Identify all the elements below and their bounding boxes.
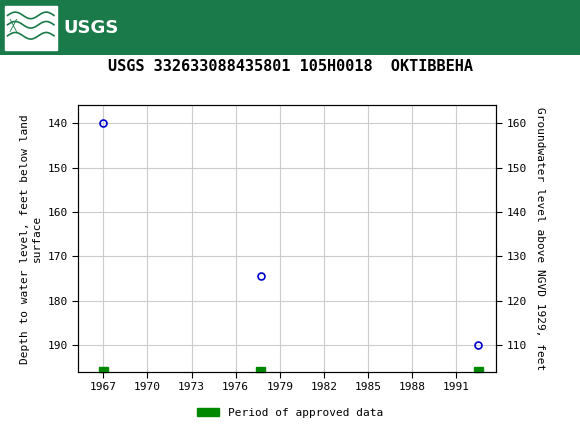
Text: USGS 332633088435801 105H0018  OKTIBBEHA: USGS 332633088435801 105H0018 OKTIBBEHA [107,59,473,74]
Bar [474,367,483,372]
Bar [5,6,57,49]
Text: ╳: ╳ [9,18,16,31]
Legend: Period of approved data: Period of approved data [193,403,387,422]
Y-axis label: Depth to water level, feet below land
surface: Depth to water level, feet below land su… [20,114,42,363]
Bar [256,367,265,372]
Y-axis label: Groundwater level above NGVD 1929, feet: Groundwater level above NGVD 1929, feet [535,107,545,370]
Bar [99,367,108,372]
Text: USGS: USGS [64,18,119,37]
